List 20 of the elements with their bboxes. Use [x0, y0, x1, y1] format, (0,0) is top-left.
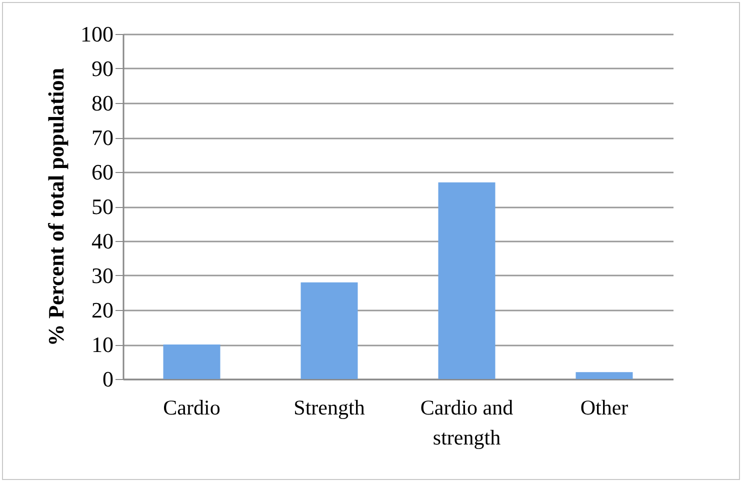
x-tick-label: Cardio and strength	[420, 396, 514, 450]
bar	[163, 344, 220, 379]
y-tick-label: 50	[92, 194, 114, 219]
y-tick-label: 40	[92, 228, 114, 254]
y-axis-title: % Percent of total population	[44, 68, 68, 346]
y-tick-label: 100	[80, 22, 114, 46]
y-tick-label: 70	[92, 125, 114, 150]
y-tick-label: 90	[92, 56, 114, 81]
y-tick-label: 60	[92, 160, 114, 184]
x-tick-label: Strength	[294, 396, 366, 420]
y-tick-label: 30	[92, 263, 114, 288]
y-tick-label: 80	[92, 90, 114, 116]
x-tick-label: Cardio	[163, 396, 220, 420]
bar	[438, 182, 496, 379]
bar	[300, 282, 358, 379]
y-tick-label: 0	[102, 366, 114, 392]
x-tick-label: Other	[580, 396, 628, 420]
y-tick-label: 10	[92, 332, 114, 357]
bar	[576, 372, 633, 379]
y-tick-label: 20	[92, 298, 114, 322]
